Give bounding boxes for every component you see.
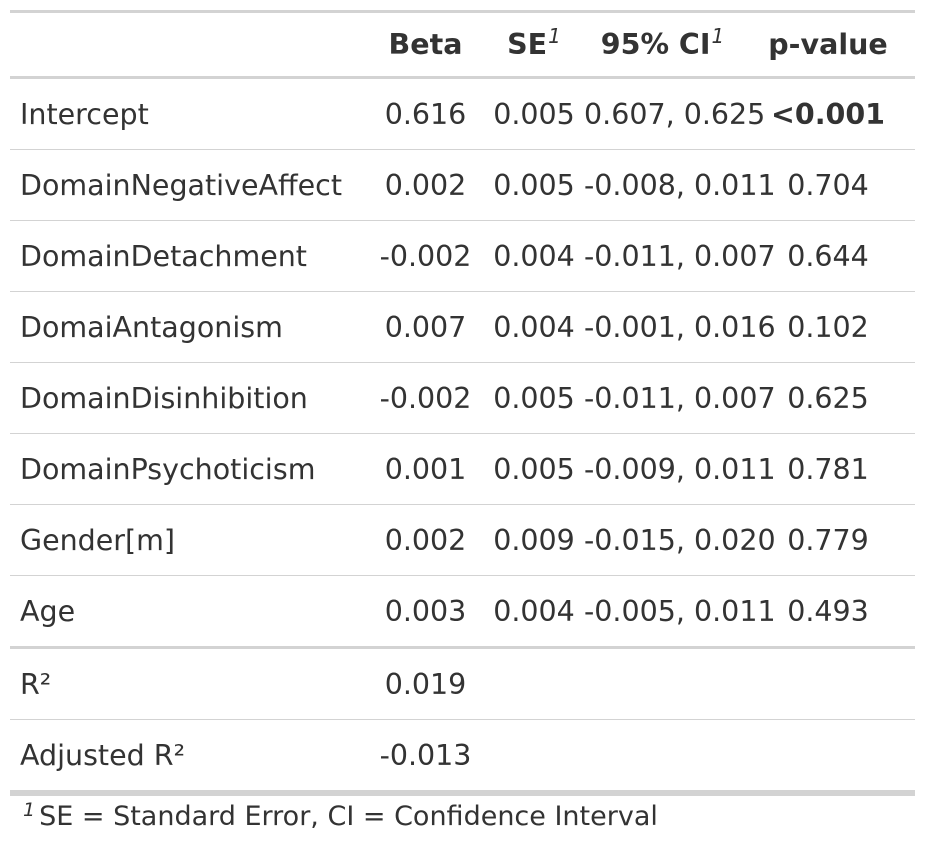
p-value-cell: 0.102 (741, 291, 915, 363)
table-footnote: 1 SE = Standard Error, CI = Confidence In… (10, 793, 915, 837)
empty-cell (741, 719, 915, 792)
p-value-cell: 0.781 (741, 433, 915, 505)
beta-cell: -0.002 (367, 362, 484, 434)
empty-cell (484, 719, 584, 792)
row-label: DomainDisinhibition (10, 362, 367, 434)
ci-cell: -0.011, 0.007 (584, 220, 776, 292)
table-row: Age 0.003 0.004 -0.005, 0.011 0.493 (10, 575, 915, 648)
se-cell: 0.005 (484, 149, 584, 221)
model-fit-row: Adjusted R² -0.013 (10, 719, 915, 792)
footnote-text: SE = Standard Error, CI = Confidence Int… (39, 801, 658, 832)
header-ci-footnote-mark: 1 (711, 24, 725, 48)
beta-cell: 0.001 (367, 433, 484, 505)
model-fit-value: 0.019 (367, 646, 484, 720)
row-label: Age (10, 575, 367, 648)
ci-cell: -0.011, 0.007 (584, 362, 776, 434)
row-label: Intercept (20, 97, 149, 131)
table-row: Intercept 0.616 0.005 0.607, 0.625 <0.00… (10, 78, 915, 150)
header-beta: Beta (367, 11, 484, 79)
beta-cell: 0.616 (384, 97, 467, 131)
row-label: DomaiAntagonism (10, 291, 367, 363)
p-value-cell: <0.001 (770, 97, 886, 131)
ci-cell: -0.015, 0.020 (584, 504, 776, 576)
row-label: DomainPsychoticism (10, 433, 367, 505)
regression-table: Beta SE1 95% CI1 p-value Intercept 0.616… (10, 10, 915, 793)
ci-cell: -0.005, 0.011 (584, 575, 776, 648)
row-label: Gender[m] (10, 504, 367, 576)
header-p-value: p-value (741, 11, 915, 79)
beta-cell: 0.002 (367, 149, 484, 221)
table-row: DomainDisinhibition -0.002 0.005 -0.011,… (10, 362, 915, 434)
model-fit-value: -0.013 (367, 719, 484, 792)
se-cell: 0.004 (484, 220, 584, 292)
regression-table-container: Beta SE1 95% CI1 p-value Intercept 0.616… (10, 10, 915, 837)
p-value-cell: 0.779 (741, 504, 915, 576)
se-cell: 0.005 (484, 362, 584, 434)
p-value-cell: 0.493 (741, 575, 915, 648)
table-row: DomainDetachment -0.002 0.004 -0.011, 0.… (10, 220, 915, 292)
ci-cell: -0.001, 0.016 (584, 291, 776, 363)
header-ci-label: 95% CI (600, 28, 711, 61)
beta-cell: 0.002 (367, 504, 484, 576)
beta-cell: 0.003 (367, 575, 484, 648)
header-se: SE1 (484, 11, 584, 79)
empty-cell (584, 719, 741, 792)
header-se-label: SE (507, 28, 548, 61)
beta-cell: -0.002 (367, 220, 484, 292)
ci-cell: -0.009, 0.011 (584, 433, 776, 505)
ci-cell: -0.008, 0.011 (584, 149, 776, 221)
header-ci: 95% CI1 (584, 11, 741, 79)
header-row: Beta SE1 95% CI1 p-value (10, 11, 915, 79)
table-row: DomainNegativeAffect 0.002 0.005 -0.008,… (10, 149, 915, 221)
header-beta-label: Beta (388, 28, 463, 61)
footnote-mark: 1 (23, 799, 36, 821)
p-value-cell: 0.625 (741, 362, 915, 434)
beta-cell: 0.007 (367, 291, 484, 363)
header-stub (10, 11, 367, 79)
empty-cell (484, 646, 584, 720)
empty-cell (741, 646, 915, 720)
model-fit-row: R² 0.019 (10, 646, 915, 720)
table-row: DomaiAntagonism 0.007 0.004 -0.001, 0.01… (10, 291, 915, 363)
model-fit-label: R² (10, 646, 367, 720)
se-cell: 0.004 (484, 575, 584, 648)
ci-cell: 0.607, 0.625 (584, 97, 766, 131)
empty-cell (584, 646, 741, 720)
table-row: Gender[m] 0.002 0.009 -0.015, 0.020 0.77… (10, 504, 915, 576)
p-value-cell: 0.644 (741, 220, 915, 292)
se-cell: 0.004 (484, 291, 584, 363)
row-label: DomainNegativeAffect (10, 149, 367, 221)
table-row: DomainPsychoticism 0.001 0.005 -0.009, 0… (10, 433, 915, 505)
header-p-value-label: p-value (768, 28, 888, 61)
p-value-cell: 0.704 (741, 149, 915, 221)
se-cell: 0.005 (484, 433, 584, 505)
header-se-footnote-mark: 1 (548, 24, 561, 48)
se-cell: 0.005 (493, 97, 575, 131)
model-fit-label: Adjusted R² (10, 719, 367, 792)
row-label: DomainDetachment (10, 220, 367, 292)
se-cell: 0.009 (484, 504, 584, 576)
